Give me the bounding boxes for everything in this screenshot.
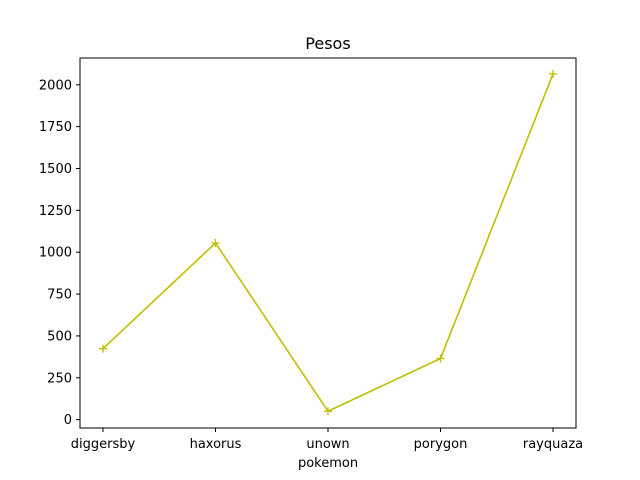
x-tick-label: diggersby [71, 437, 136, 452]
y-tick-label: 1250 [39, 204, 72, 219]
data-point-marker [99, 344, 107, 353]
y-tick-label: 1750 [39, 120, 72, 135]
plot-area [79, 57, 577, 429]
series-line [102, 73, 554, 413]
x-tick-label: unown [306, 437, 349, 452]
y-tick-label: 2000 [39, 78, 72, 93]
series-layer [99, 69, 557, 416]
y-tick-label: 500 [47, 329, 72, 344]
data-point-marker [324, 407, 332, 416]
y-tick-label: 1500 [39, 162, 72, 177]
y-tick-label: 0 [64, 413, 72, 428]
x-tick-label: rayquaza [523, 437, 583, 452]
x-axis-label: pokemon [298, 456, 358, 471]
x-tick-label: haxorus [190, 437, 242, 452]
data-point-marker [549, 69, 557, 78]
y-tick-label: 750 [47, 288, 72, 303]
y-tick-label: 250 [47, 371, 72, 386]
data-point-marker [211, 239, 220, 247]
y-tick-label: 1000 [39, 246, 72, 261]
x-axis: diggersby haxorus unown porygon rayquaza [71, 428, 583, 452]
y-axis: 0 250 500 750 1000 1250 1500 1750 2000 [39, 78, 80, 428]
data-point-marker [436, 354, 445, 363]
chart-title: Pesos [305, 34, 350, 53]
x-tick-label: porygon [414, 437, 468, 452]
